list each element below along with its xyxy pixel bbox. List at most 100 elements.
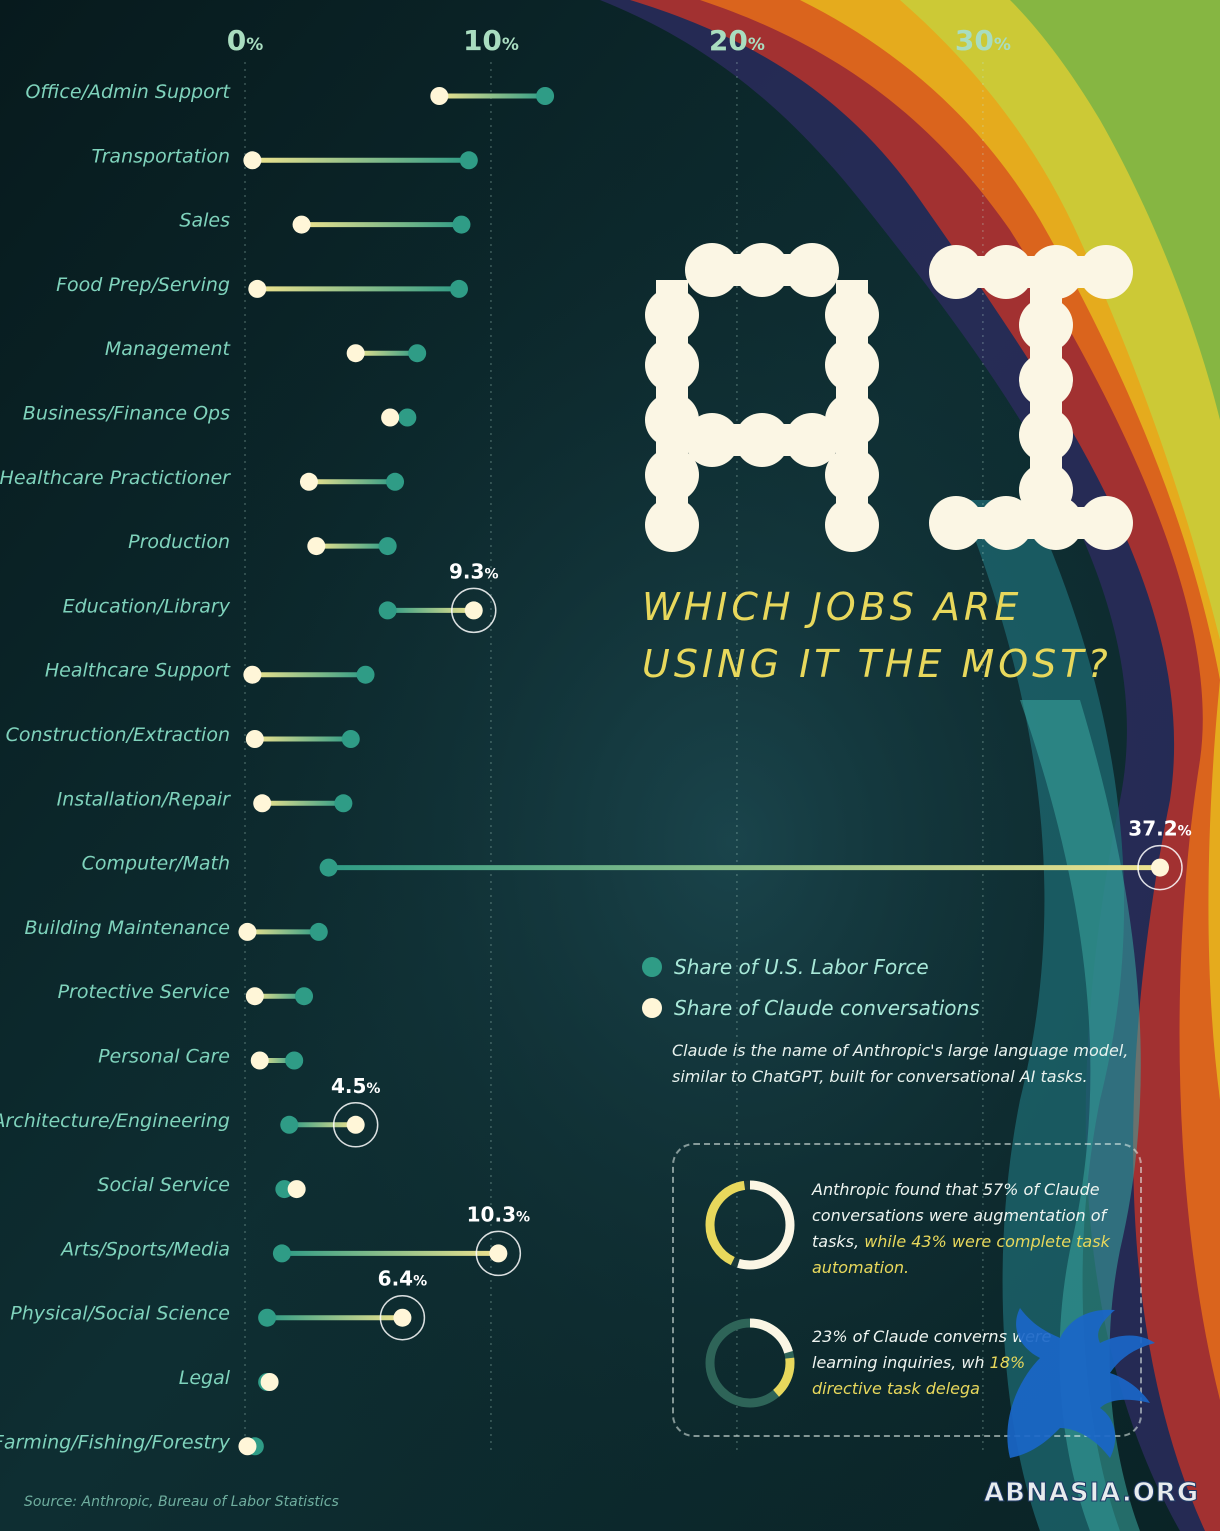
claude-dot-personal-care xyxy=(250,1051,269,1070)
callout-label-physical-social-science: 6.4% xyxy=(378,1267,427,1291)
claude-dot-building-maintenance xyxy=(238,922,257,941)
claude-dot-healthcare-support xyxy=(243,665,262,684)
title-line-1: WHICH JOBS ARE xyxy=(642,585,1023,629)
labor-dot-transportation xyxy=(459,151,478,170)
stat-learning-text-c: 18% xyxy=(989,1353,1026,1372)
category-label-social-service: Social Service xyxy=(97,1174,230,1196)
category-label-building-maintenance: Building Maintenance xyxy=(25,917,230,939)
labor-dot-personal-care xyxy=(285,1051,304,1070)
category-label-business-finance-ops: Business/Finance Ops xyxy=(23,403,230,425)
stat-learning: 23% of Claude converns were learning inq… xyxy=(812,1324,1112,1402)
category-label-office-admin-support: Office/Admin Support xyxy=(25,81,231,103)
callout-label-education-library: 9.3% xyxy=(449,559,498,583)
category-label-legal: Legal xyxy=(179,1367,231,1389)
labor-dot-physical-social-science xyxy=(258,1308,277,1327)
donut2-white-arc xyxy=(705,1318,795,1408)
claude-dot-construction-extraction xyxy=(245,730,264,748)
claude-note: Claude is the name of Anthropic's large … xyxy=(672,1041,1129,1086)
claude-dot-farming-fishing-forestry xyxy=(238,1437,257,1456)
callout-label-architecture-engineering: 4.5% xyxy=(331,1074,380,1098)
labor-dot-healthcare-support xyxy=(356,665,375,684)
donut-learning xyxy=(705,1318,795,1408)
legend-labor-dot xyxy=(642,957,662,977)
legend-claude-dot xyxy=(642,998,662,1018)
claude-dot-arts-sports-media xyxy=(489,1244,508,1263)
callout-label-arts-sports-media: 10.3% xyxy=(467,1202,530,1226)
category-label-personal-care: Personal Care xyxy=(98,1046,230,1068)
labor-dot-food-prep-serving xyxy=(449,279,468,298)
labor-dot-installation-repair xyxy=(334,794,353,813)
claude-dot-sales xyxy=(292,215,311,234)
labor-dot-arts-sports-media xyxy=(272,1244,291,1263)
category-label-installation-repair: Installation/Repair xyxy=(57,788,232,810)
category-label-healthcare-practictioner: Healthcare Practictioner xyxy=(0,467,231,489)
claude-dot-protective-service xyxy=(245,987,264,1006)
claude-dot-education-library xyxy=(464,601,483,620)
claude-dot-office-admin-support xyxy=(430,87,449,105)
stat-augmentation-text-a: Anthropic found that 57% of Claude conve… xyxy=(812,1180,1107,1251)
category-label-management: Management xyxy=(105,338,232,360)
grid-layer xyxy=(244,62,984,1450)
claude-dot-installation-repair xyxy=(253,794,272,813)
stats-box xyxy=(672,1143,1142,1437)
stat-directive-text: directive task delega xyxy=(812,1379,980,1398)
legend-labor-label: Share of U.S. Labor Force xyxy=(674,955,929,979)
labor-dot-business-finance-ops xyxy=(398,408,417,427)
category-label-arts-sports-media: Arts/Sports/Media xyxy=(59,1238,230,1260)
category-label-physical-social-science: Physical/Social Science xyxy=(10,1303,230,1325)
category-label-protective-service: Protective Service xyxy=(58,981,230,1003)
claude-dot-legal xyxy=(260,1373,279,1391)
callouts: 9.3% 37.2% 4.5% 10.3% 6.4% xyxy=(331,559,1192,1341)
x-tick-20: 20% xyxy=(709,24,765,57)
donut2-yellow-arc xyxy=(705,1318,795,1408)
legend-labor: Share of U.S. Labor Force xyxy=(642,955,929,979)
category-label-farming-fishing-forestry: Farming/Fishing/Forestry xyxy=(0,1431,231,1453)
callout-ring-architecture-engineering xyxy=(332,1102,379,1148)
labor-dot-computer-math xyxy=(319,858,338,877)
claude-dot-transportation xyxy=(243,151,262,170)
category-label-education-library: Education/Library xyxy=(63,595,231,617)
donut1-yellow-arc xyxy=(705,1180,795,1270)
legend-claude-label: Share of Claude conversations xyxy=(674,996,980,1020)
claude-dot-production xyxy=(307,537,326,556)
legend-claude: Share of Claude conversations xyxy=(642,996,980,1020)
stat-automation-text: while 43% were complete task automation. xyxy=(812,1232,1110,1277)
claude-dot-social-service xyxy=(287,1180,306,1199)
watermark-bird-logo xyxy=(1007,1308,1155,1458)
donut-augmentation xyxy=(705,1180,795,1270)
labor-dot-sales xyxy=(452,215,471,234)
category-label-architecture-engineering: Architecture/Engineering xyxy=(0,1110,230,1132)
callout-ring-physical-social-science xyxy=(379,1294,426,1341)
category-label-transportation: Transportation xyxy=(91,145,230,167)
category-label-production: Production xyxy=(128,531,230,553)
x-tick-10: 10% xyxy=(463,24,519,57)
labor-dot-healthcare-practictioner xyxy=(386,472,405,491)
x-axis-ticks: 0% 10% 20% 30% xyxy=(227,24,1011,57)
callout-label-computer-math: 37.2% xyxy=(1128,817,1191,841)
chart-rows: Office/Admin Support Transportation Sales F… xyxy=(0,81,1169,1456)
category-label-food-prep-serving: Food Prep/Serving xyxy=(56,274,230,296)
claude-dot-architecture-engineering xyxy=(346,1115,365,1134)
x-tick-30: 30% xyxy=(955,24,1011,57)
labor-dot-protective-service xyxy=(295,987,314,1006)
source-note: Source: Anthropic, Bureau of Labor Stati… xyxy=(24,1494,339,1510)
x-tick-0: 0% xyxy=(227,24,264,57)
category-label-computer-math: Computer/Math xyxy=(82,853,230,875)
labor-dot-management xyxy=(408,344,427,363)
category-label-construction-extraction: Construction/Extraction xyxy=(6,724,230,746)
donut1-white-arc xyxy=(705,1180,795,1270)
claude-dot-business-finance-ops xyxy=(381,408,400,427)
claude-dot-management xyxy=(346,344,365,363)
stat-augmentation: Anthropic found that 57% of Claude conve… xyxy=(812,1177,1112,1281)
labor-dot-architecture-engineering xyxy=(280,1115,299,1134)
labor-dot-office-admin-support xyxy=(536,87,555,105)
claude-dot-physical-social-science xyxy=(393,1308,412,1327)
claude-dot-healthcare-practictioner xyxy=(299,472,318,491)
labor-dot-social-service xyxy=(275,1180,294,1199)
claude-dot-computer-math xyxy=(1151,858,1169,877)
labor-dot-construction-extraction xyxy=(341,730,360,748)
labor-dot-production xyxy=(378,537,397,556)
callout-ring-computer-math xyxy=(1137,844,1183,891)
callout-ring-education-library xyxy=(451,587,497,634)
